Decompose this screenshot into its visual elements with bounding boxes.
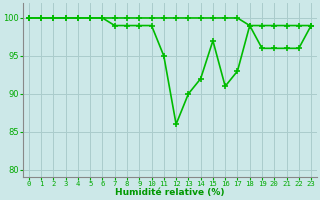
X-axis label: Humidité relative (%): Humidité relative (%) bbox=[115, 188, 225, 197]
